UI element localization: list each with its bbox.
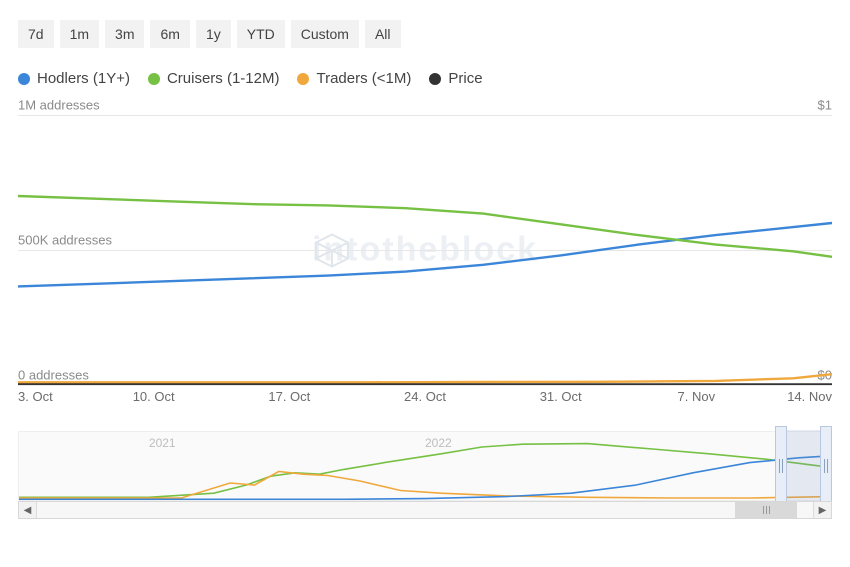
x-tick: 7. Nov [678,389,716,404]
x-axis: 3. Oct 10. Oct 17. Oct 24. Oct 31. Oct 7. Nov… [18,389,832,413]
x-tick: 14. Nov [787,389,832,404]
overview-handle-right[interactable] [820,426,832,506]
legend-item-1[interactable]: Cruisers (1-12M) [148,70,280,87]
overview-navigator[interactable]: 2021 2022 [18,431,832,501]
overview-year-label: 2022 [425,436,452,450]
series-cruisers [18,196,832,257]
range-button-all[interactable]: All [365,20,401,48]
legend-swatch [297,73,309,85]
legend-item-3[interactable]: Price [429,70,482,87]
scroll-right-button[interactable]: ▶ [813,502,831,518]
main-chart: intotheblock 0 addresses500K addresses1M… [18,115,832,385]
legend-item-2[interactable]: Traders (<1M) [297,70,411,87]
overview-series-traders [19,471,831,498]
scrollbar-track[interactable] [37,502,813,518]
series-traders [18,374,832,382]
legend-label: Hodlers (1Y+) [37,70,130,87]
legend-row: Hodlers (1Y+) Cruisers (1-12M) Traders (<1… [18,70,832,87]
y-right-label: $1 [818,98,832,113]
gridline [18,385,832,386]
x-tick: 3. Oct [18,389,53,404]
series-hodlers [18,223,832,286]
x-tick: 10. Oct [133,389,175,404]
legend-swatch [148,73,160,85]
x-tick: 17. Oct [268,389,310,404]
legend-label: Price [448,70,482,87]
x-tick: 31. Oct [540,389,582,404]
y-left-label: 1M addresses [18,98,100,113]
legend-item-0[interactable]: Hodlers (1Y+) [18,70,130,87]
overview-year-label: 2021 [149,436,176,450]
time-range-row: 7d1m3m6m1yYTDCustomAll [18,20,832,48]
x-tick: 24. Oct [404,389,446,404]
scrollbar[interactable]: ◀ ▶ [18,501,832,519]
range-button-custom[interactable]: Custom [291,20,359,48]
range-button-ytd[interactable]: YTD [237,20,285,48]
legend-label: Cruisers (1-12M) [167,70,280,87]
overview-handle-left[interactable] [775,426,787,506]
range-button-7d[interactable]: 7d [18,20,54,48]
legend-swatch [18,73,30,85]
range-button-1m[interactable]: 1m [60,20,99,48]
scroll-left-button[interactable]: ◀ [19,502,37,518]
range-button-6m[interactable]: 6m [150,20,189,48]
legend-swatch [429,73,441,85]
scrollbar-thumb[interactable] [735,502,797,518]
range-button-3m[interactable]: 3m [105,20,144,48]
legend-label: Traders (<1M) [316,70,411,87]
range-button-1y[interactable]: 1y [196,20,231,48]
